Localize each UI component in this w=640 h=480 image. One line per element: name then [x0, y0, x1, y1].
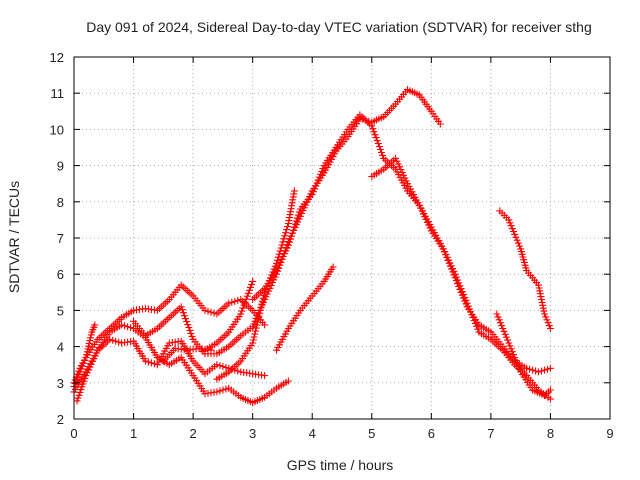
y-tick-label: 9 — [57, 159, 64, 174]
series-markers — [201, 277, 257, 354]
y-axis-label: SDTVAR / TECUs — [6, 181, 22, 293]
series-pass-f — [213, 187, 298, 383]
x-tick-label: 9 — [606, 426, 613, 441]
series-pass-k — [496, 207, 554, 332]
series-markers — [130, 86, 444, 358]
x-tick-label: 1 — [130, 426, 137, 441]
x-tick-label: 7 — [487, 426, 494, 441]
x-tick-label: 8 — [547, 426, 554, 441]
series-markers — [493, 310, 554, 399]
y-tick-label: 11 — [51, 86, 65, 101]
x-tick-label: 0 — [70, 426, 77, 441]
series-pass-g — [201, 277, 257, 354]
series-markers — [159, 344, 215, 365]
y-tick-label: 12 — [50, 50, 64, 65]
y-tick-label: 8 — [57, 195, 64, 210]
y-tick-label: 3 — [57, 376, 64, 391]
series-pass-b — [73, 321, 292, 407]
x-axis-label: GPS time / hours — [287, 457, 394, 473]
series-markers — [496, 207, 554, 332]
series-pass-j — [493, 310, 554, 399]
y-tick-label: 7 — [57, 231, 64, 246]
series-pass-m — [159, 344, 215, 365]
series-pass-i — [368, 154, 554, 376]
x-tick-label: 6 — [428, 426, 435, 441]
y-tick-label: 5 — [57, 303, 64, 318]
y-tick-label: 4 — [57, 340, 64, 355]
x-tick-label: 3 — [249, 426, 256, 441]
series-pass-e — [249, 111, 554, 403]
grid-layer — [74, 57, 610, 419]
x-tick-labels: 0 1 2 3 4 5 6 7 8 9 — [70, 426, 613, 441]
y-tick-labels: 2 3 4 5 6 7 8 9 10 11 12 — [50, 50, 64, 427]
x-tick-label: 4 — [309, 426, 316, 441]
data-layer — [70, 86, 554, 407]
series-pass-h — [273, 263, 337, 354]
series-markers — [273, 263, 337, 354]
y-tick-label: 2 — [57, 412, 64, 427]
tick-layer — [73, 56, 611, 420]
series-markers — [213, 187, 298, 383]
series-markers — [368, 154, 554, 376]
y-tick-label: 10 — [50, 122, 64, 137]
series-markers — [249, 111, 554, 403]
chart-title: Day 091 of 2024, Sidereal Day-to-day VTE… — [86, 19, 592, 35]
series-pass-d — [130, 86, 444, 358]
x-tick-label: 5 — [368, 426, 375, 441]
y-tick-label: 6 — [57, 267, 64, 282]
series-markers — [73, 321, 292, 407]
x-tick-label: 2 — [189, 426, 196, 441]
